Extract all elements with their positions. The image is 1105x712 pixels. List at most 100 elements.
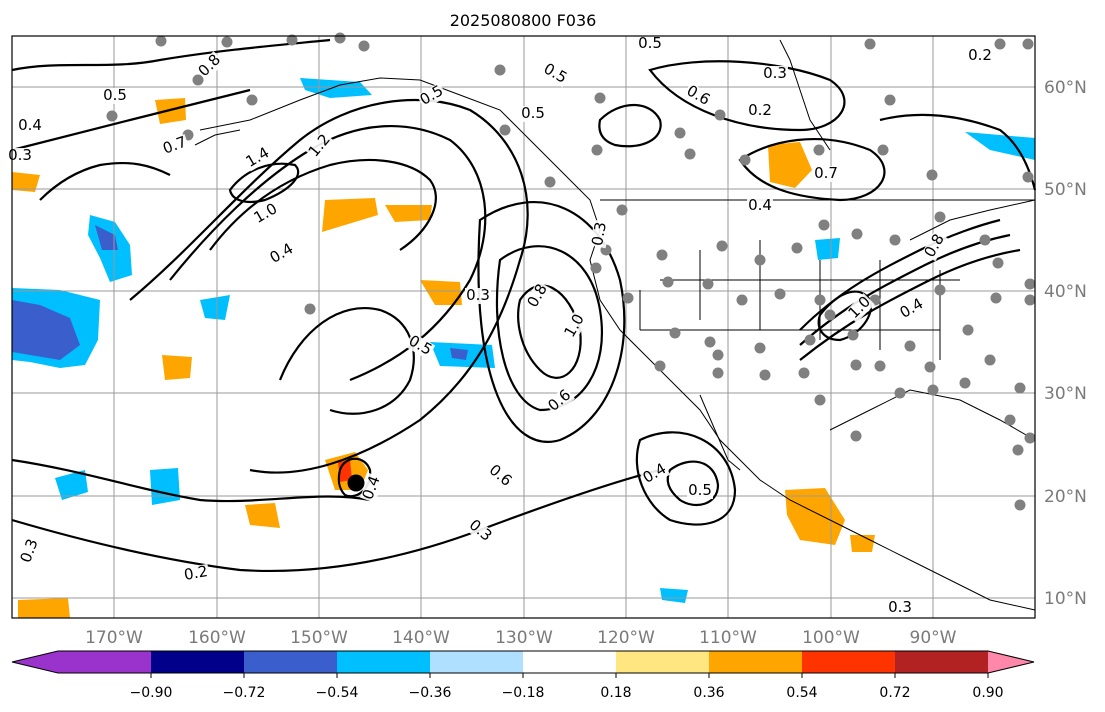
colorbar-outline bbox=[11, 650, 1035, 674]
contour-label: 0.7 bbox=[814, 164, 838, 182]
contour-label: 0.5 bbox=[688, 481, 712, 499]
negative-anomaly-core bbox=[450, 348, 468, 360]
lon-label: 170°W bbox=[85, 628, 143, 648]
contour-label: 0.3 bbox=[588, 221, 610, 248]
contour-label-background bbox=[896, 295, 928, 323]
contour-label-background bbox=[266, 240, 298, 268]
colorbar-tick-label: 0.90 bbox=[972, 685, 1003, 701]
contour-label-background bbox=[637, 36, 663, 52]
positive-anomaly-region bbox=[245, 503, 280, 528]
gridlines bbox=[12, 36, 1035, 618]
positive-anomaly-region bbox=[322, 198, 378, 232]
colorbar-tick-label: 0.36 bbox=[693, 685, 724, 701]
colorbar-segment bbox=[58, 651, 152, 673]
contour-label-background bbox=[520, 106, 546, 122]
contour-label-background bbox=[967, 48, 993, 64]
positive-anomaly-region bbox=[12, 172, 40, 192]
contour-label-background bbox=[762, 66, 788, 82]
contour-label-background bbox=[465, 288, 491, 304]
lat-label: 20°N bbox=[1044, 487, 1087, 507]
colorbar-segment bbox=[616, 651, 710, 673]
lon-label: 110°W bbox=[699, 628, 757, 648]
contours bbox=[11, 38, 1037, 573]
longitude-labels: 170°W 160°W 150°W 140°W 130°W 120°W 110°… bbox=[85, 628, 957, 648]
contour-label: 0.4 bbox=[18, 116, 42, 134]
contour-label-background bbox=[544, 386, 576, 416]
colorbar-segment bbox=[523, 651, 617, 673]
lon-label: 160°W bbox=[188, 628, 246, 648]
contour-label: 0.2 bbox=[183, 562, 210, 584]
contour-label: 0.4 bbox=[748, 196, 772, 214]
colorbar-tick-label: 0.72 bbox=[879, 685, 910, 701]
colorbar-right-extension bbox=[988, 651, 1034, 673]
contour-label: 0.3 bbox=[763, 64, 787, 82]
contour-label: 0.5 bbox=[521, 104, 545, 122]
colorbar-segment bbox=[151, 651, 245, 673]
colorbar: −0.90 −0.72 −0.54 −0.36 −0.18 0.18 0.36 0.54 0.7… bbox=[11, 650, 1035, 701]
contour-label: 0.3 bbox=[8, 146, 32, 164]
lat-label: 50°N bbox=[1044, 180, 1087, 200]
colorbar-tick-label: 0.54 bbox=[786, 685, 817, 701]
contour-label-background bbox=[682, 82, 714, 110]
contour-label-background bbox=[639, 460, 671, 488]
contour-label-background bbox=[250, 200, 282, 228]
contour-label-background bbox=[404, 332, 436, 360]
contour-label-background bbox=[561, 310, 589, 342]
contour-label: 0.5 bbox=[103, 86, 127, 104]
contour-label-background bbox=[687, 483, 713, 499]
lon-label: 150°W bbox=[290, 628, 348, 648]
negative-anomaly-region bbox=[660, 588, 688, 603]
lat-label: 60°N bbox=[1044, 78, 1087, 98]
contour-label-background bbox=[242, 144, 274, 172]
contour-label-background bbox=[484, 461, 516, 491]
contour-label-background bbox=[747, 198, 773, 214]
colorbar-tick-label: −0.18 bbox=[502, 685, 545, 701]
contour-label-background bbox=[589, 219, 611, 249]
colorbar-tick-label: 0.18 bbox=[600, 685, 631, 701]
positive-anomaly-region bbox=[385, 205, 432, 222]
contour-label: 0.2 bbox=[748, 101, 772, 119]
contour-label-background bbox=[747, 103, 773, 119]
map-frame bbox=[11, 35, 1036, 619]
positive-anomaly-region bbox=[162, 355, 192, 380]
negative-anomaly-region bbox=[200, 295, 230, 320]
colorbar-tick-label: −0.72 bbox=[223, 685, 266, 701]
negative-anomaly-core bbox=[95, 225, 118, 250]
contour-label-background bbox=[813, 166, 839, 182]
contour-label-background bbox=[305, 130, 335, 162]
colorbar-tick-label: −0.90 bbox=[130, 685, 173, 701]
lon-label: 140°W bbox=[392, 628, 450, 648]
negative-anomaly-region bbox=[55, 470, 88, 500]
contour-label-background bbox=[416, 82, 448, 110]
positive-anomaly-region bbox=[785, 488, 845, 545]
contour-label-background bbox=[524, 280, 552, 312]
colorbar-segment bbox=[709, 651, 803, 673]
colorbar-segments bbox=[58, 651, 989, 673]
contour-label-background bbox=[195, 51, 225, 81]
lon-label: 100°W bbox=[802, 628, 860, 648]
latitude-labels: 60°N 50°N 40°N 30°N 20°N 10°N bbox=[1044, 78, 1087, 609]
contour-label-background bbox=[887, 600, 913, 616]
colorbar-tick-label: −0.54 bbox=[316, 685, 359, 701]
colorbar-segment bbox=[337, 651, 431, 673]
chart-title: 2025080800 F036 bbox=[450, 11, 597, 30]
contour-label: 0.3 bbox=[466, 286, 490, 304]
lat-label: 10°N bbox=[1044, 589, 1087, 609]
positive-anomaly-region bbox=[768, 142, 812, 188]
positive-anomaly-region bbox=[18, 598, 70, 618]
lat-label: 30°N bbox=[1044, 384, 1087, 404]
colorbar-tick-label: −0.36 bbox=[409, 685, 452, 701]
negative-anomaly-region bbox=[150, 468, 180, 505]
negative-anomaly-region bbox=[965, 132, 1035, 160]
colorbar-segment bbox=[802, 651, 896, 673]
storm-center-marker bbox=[347, 474, 365, 492]
contour-label-background bbox=[181, 563, 211, 585]
lat-label: 40°N bbox=[1044, 282, 1087, 302]
colorbar-segment bbox=[895, 651, 989, 673]
colorbar-left-extension bbox=[12, 651, 58, 673]
positive-anomaly-region bbox=[850, 535, 875, 552]
contour-label-background bbox=[17, 118, 43, 134]
contour-label: 0.5 bbox=[638, 34, 662, 52]
contour-label-background bbox=[102, 88, 128, 104]
negative-anomaly-region bbox=[815, 238, 840, 260]
